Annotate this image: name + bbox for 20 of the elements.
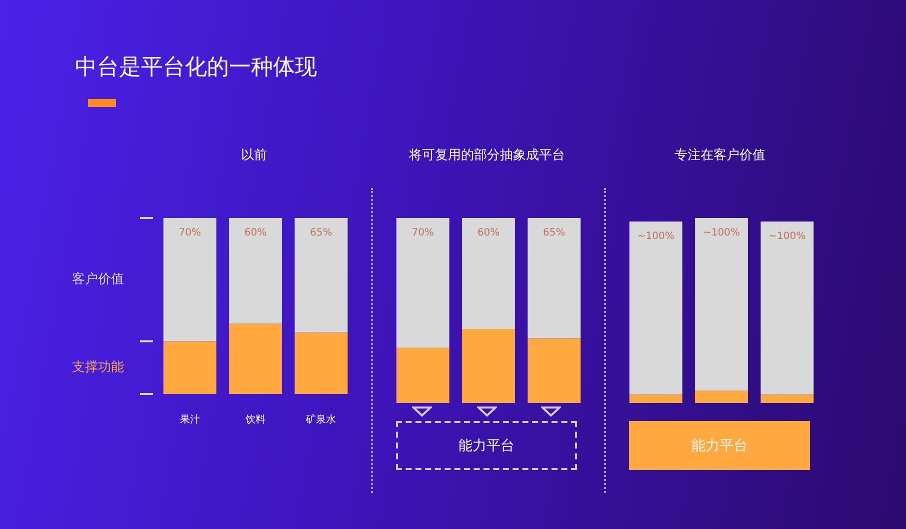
x-tick-label: 果汁 [180,414,200,426]
data-label: ~100% [768,231,806,242]
data-label: 70% [178,228,201,239]
text: 支撑功能 [72,360,124,375]
data-label: 65% [543,228,566,239]
text: 客户价值 [72,270,124,287]
data-label: 70% [412,228,434,239]
data-label: ~100% [703,228,740,239]
x-tick-label: 矿泉水 [305,414,336,426]
data-label: ~100% [637,231,674,242]
chart-title: 专注在客户价值 [673,147,766,164]
data-label: 60% [477,228,500,239]
text: 能力平台 [690,437,748,455]
chart-title: 中台是平台化的一种体现 [75,54,317,82]
text: 能力平台 [458,437,516,455]
data-label: 65% [310,228,332,239]
x-tick-label: 饮料 [244,414,266,426]
data-label: 60% [244,228,267,239]
chart-title: 将可复用的部分抽象成平台 [408,147,566,164]
chart-subtitle: 以前 [240,147,268,164]
